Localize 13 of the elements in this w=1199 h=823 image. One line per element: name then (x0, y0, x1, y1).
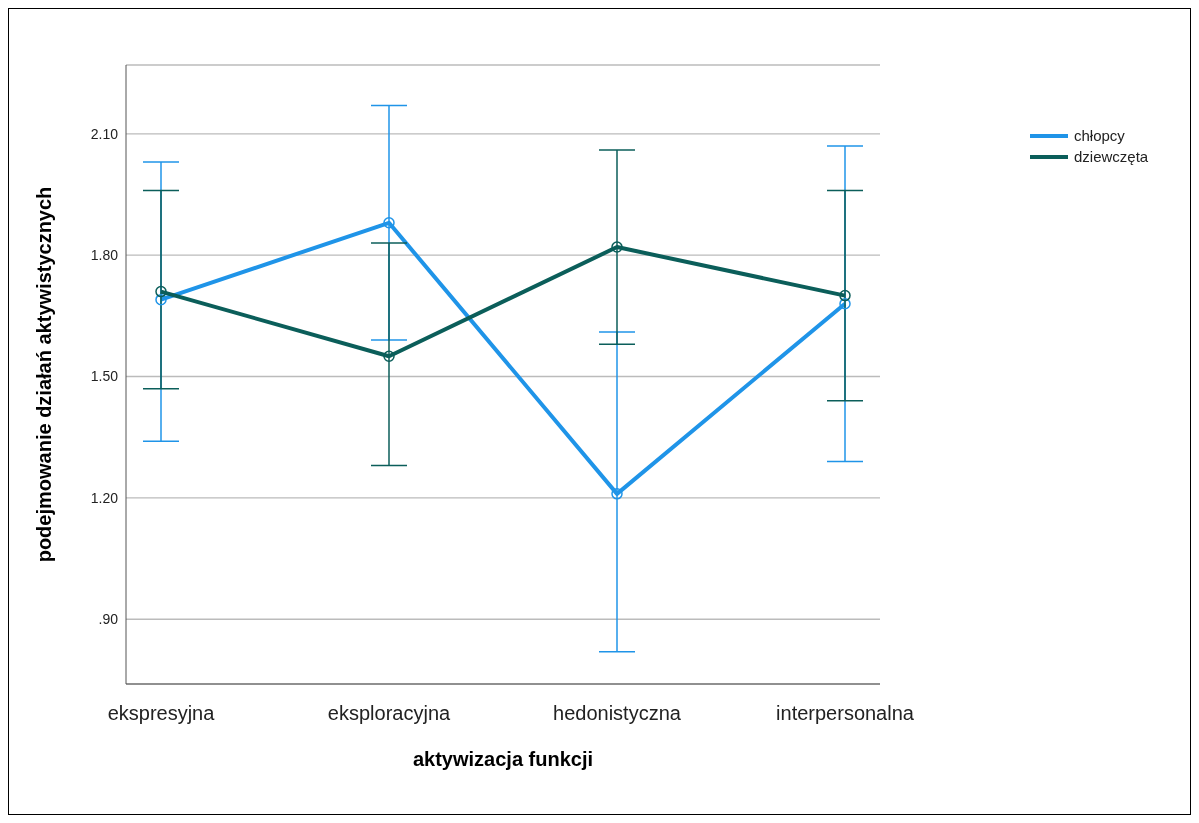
y-tick-label: 1.80 (90, 247, 119, 264)
y-axis-title: podejmowanie działań aktywistycznych (33, 186, 56, 563)
y-tick-label: 2.10 (90, 125, 119, 142)
x-tick-label: ekspresyjna (107, 702, 216, 725)
legend-label: chłopcy (1074, 127, 1125, 144)
y-tick-label: 1.20 (90, 489, 119, 506)
x-tick-label: interpersonalna (776, 702, 915, 725)
x-axis-title: aktywizacja funkcji (412, 748, 594, 770)
y-tick-label: .90 (98, 611, 119, 628)
legend-label: dziewczęta (1074, 148, 1149, 165)
y-tick-label: 1.50 (90, 368, 119, 385)
x-tick-label: hedonistyczna (553, 702, 682, 725)
x-tick-label: eksploracyjna (327, 702, 452, 725)
